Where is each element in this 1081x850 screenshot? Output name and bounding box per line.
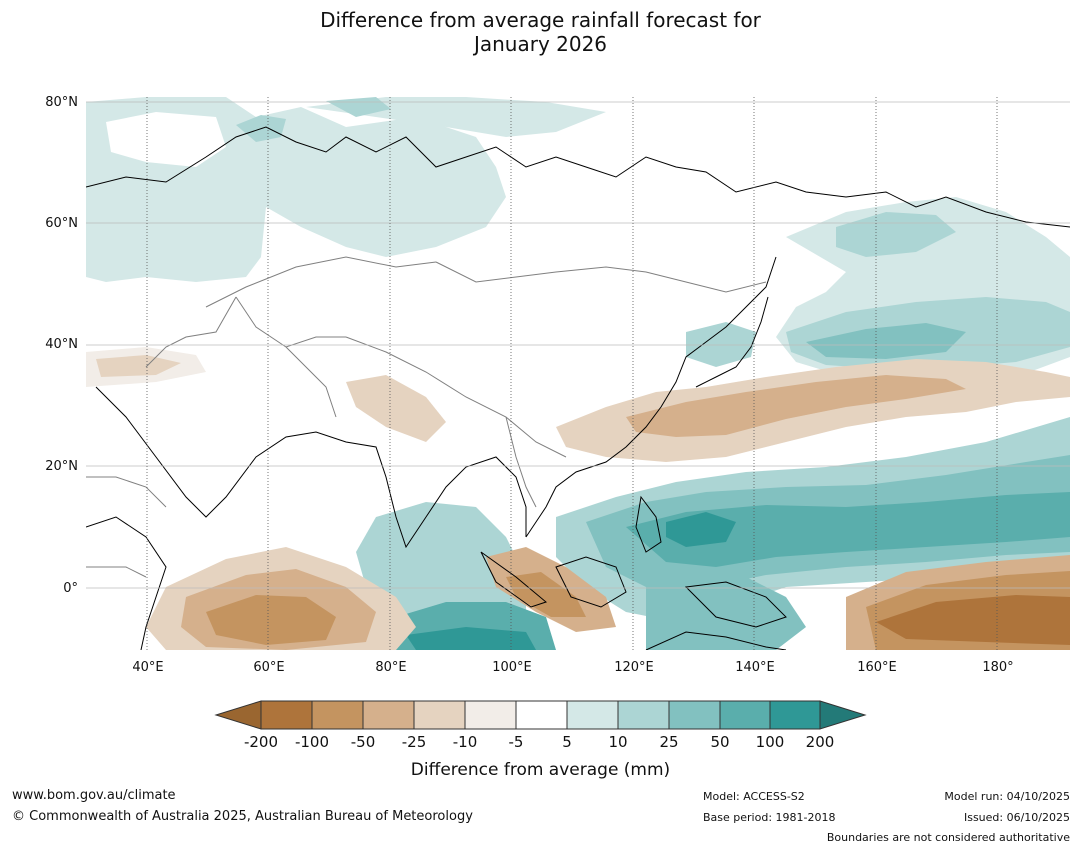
issued-text: Issued: 06/10/2025 (963, 811, 1070, 824)
coastlines (86, 126, 1070, 650)
colorbar-bin-7 (566, 700, 619, 730)
lon-label-140e: 140°E (735, 660, 775, 675)
wet-anomaly-tropical-pacific-core (626, 492, 1070, 567)
colorbar-bin-2 (311, 700, 364, 730)
title-line-2: January 2026 (473, 32, 608, 56)
lon-label-80e: 80°E (375, 660, 407, 675)
colorbar-tick-5: -10 (452, 733, 478, 751)
dry-anomaly-middle-east-core (96, 355, 181, 377)
website-link[interactable]: www.bom.gov.au/climate (12, 788, 176, 803)
colorbar-bin-1 (260, 700, 313, 730)
colorbar-tick-7: 5 (562, 733, 572, 751)
lat-label-40n: 40°N (45, 337, 78, 352)
colorbar-tick-3: -50 (350, 733, 376, 751)
colorbar-tick-9: 25 (659, 733, 679, 751)
coast-australia-north (645, 631, 787, 650)
border-africa-east (86, 566, 147, 578)
copyright-text: © Commonwealth of Australia 2025, Austra… (12, 809, 473, 824)
model-run-text: Model run: 04/10/2025 (944, 790, 1070, 803)
dry-anomaly-himalaya (346, 375, 446, 442)
wet-anomaly-japan (686, 322, 756, 367)
colorbar-bin-4 (413, 700, 466, 730)
border-russia-mongolia-china (435, 261, 767, 293)
coast-borneo (555, 556, 627, 608)
coast-sumatra (480, 551, 548, 608)
colorbar-bin-6 (515, 700, 568, 730)
colorbar-tick-11: 100 (755, 733, 785, 751)
colorbar-extend-high (819, 700, 867, 730)
anomaly-fields (86, 97, 1070, 650)
dry-anomaly-indonesia-core (506, 572, 586, 617)
colorbar-bin-11 (769, 700, 821, 730)
forecast-map (86, 97, 1070, 650)
lon-label-40e: 40°E (132, 660, 164, 675)
wet-anomaly-nw-pacific-core (806, 323, 966, 359)
lon-label-100e: 100°E (492, 660, 532, 675)
border-russia-kazakhstan (205, 256, 437, 308)
colorbar-tick-8: 10 (608, 733, 628, 751)
border-iran-iraq (145, 296, 237, 368)
coast-europe-asia-north (86, 126, 1070, 228)
colorbar-tick-1: -200 (243, 733, 279, 751)
title-line-1: Difference from average rainfall forecas… (320, 8, 761, 32)
longitude-gridlines (146, 97, 998, 650)
colorbar-extend-low (214, 700, 262, 730)
colorbar-bin-9 (668, 700, 721, 730)
coast-east-africa (86, 516, 167, 650)
colorbar-tick-2: -100 (294, 733, 330, 751)
lon-label-120e: 120°E (614, 660, 654, 675)
dry-anomaly-subtropical-core (626, 375, 966, 437)
colorbar-bin-3 (362, 700, 415, 730)
base-period-text: Base period: 1981-2018 (703, 811, 836, 824)
map-svg (86, 97, 1070, 650)
lon-label-60e: 60°E (253, 660, 285, 675)
coast-new-guinea (684, 581, 787, 628)
coast-arabia-india (95, 386, 527, 549)
colorbar-bin-5 (464, 700, 517, 730)
border-china-south (345, 336, 567, 458)
wet-anomaly-philippines-max (666, 512, 736, 547)
coast-philippines (635, 495, 662, 553)
dry-anomaly-south-pacific-core (876, 595, 1070, 645)
dry-anomaly-sw-indian-ocean-core (206, 595, 336, 645)
colorbar-bin-10 (719, 700, 771, 730)
white-gap-scandinavia (106, 112, 226, 167)
lat-label-60n: 60°N (45, 216, 78, 231)
colorbar-tick-10: 50 (710, 733, 730, 751)
chart-title: Difference from average rainfall forecas… (0, 8, 1081, 56)
lat-label-80n: 80°N (45, 95, 78, 110)
disclaimer-text: Boundaries are not considered authoritat… (826, 831, 1070, 844)
colorbar-tick-6: -5 (508, 733, 524, 751)
lon-label-160e: 160°E (857, 660, 897, 675)
colorbar-tick-4: -25 (401, 733, 427, 751)
colorbar-title: Difference from average (mm) (410, 760, 671, 780)
border-central-asia (235, 296, 346, 348)
colorbar (214, 700, 867, 730)
colorbar-tick-12: 200 (805, 733, 835, 751)
model-text: Model: ACCESS-S2 (703, 790, 805, 803)
lat-label-20n: 20°N (45, 459, 78, 474)
latitude-gridlines (86, 101, 1070, 589)
lat-label-0: 0° (63, 581, 78, 596)
lon-label-180: 180° (982, 660, 1014, 675)
wet-anomaly-indian-ocean-deep (406, 627, 536, 650)
coast-japan (695, 296, 769, 388)
country-boundaries (86, 256, 767, 578)
border-india-pakistan (285, 346, 337, 418)
coast-asia-east (525, 256, 777, 538)
border-africa-north (86, 476, 167, 508)
colorbar-bin-8 (617, 700, 670, 730)
